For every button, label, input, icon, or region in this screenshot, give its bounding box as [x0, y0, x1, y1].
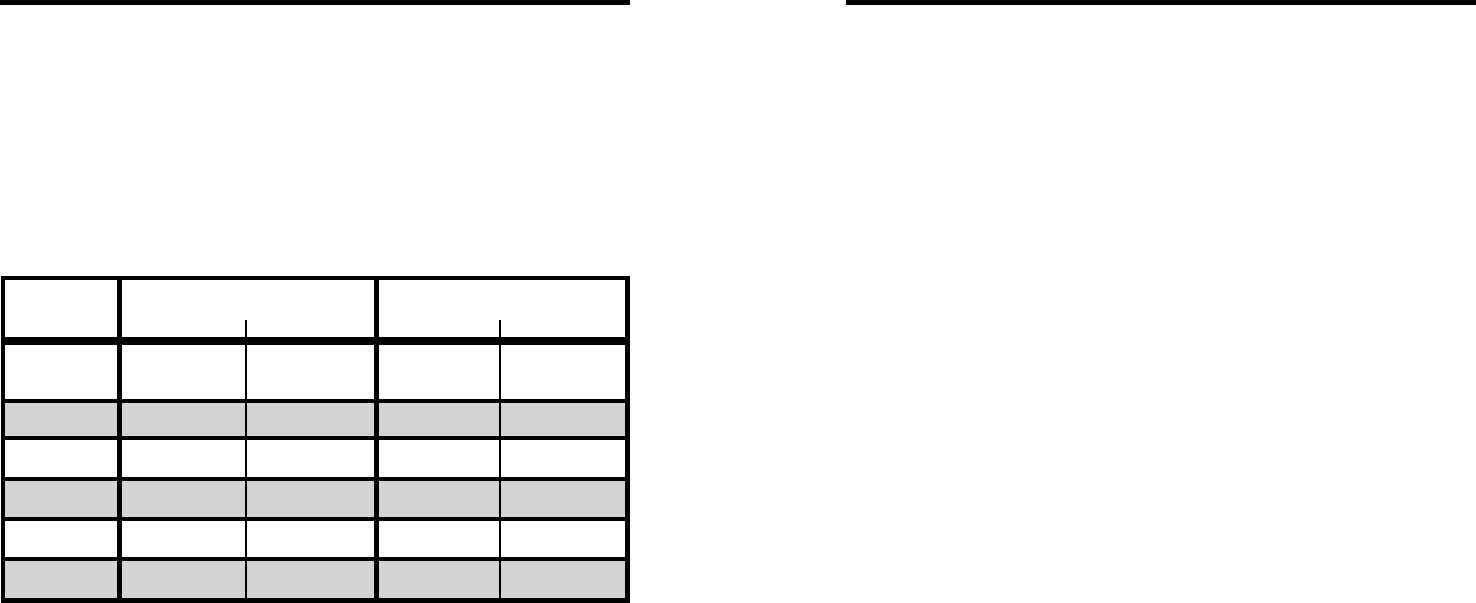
table-cell [122, 345, 247, 399]
table-cell [122, 440, 247, 477]
top-rule-left [0, 0, 630, 5]
table-cell [379, 481, 501, 517]
table-cell [247, 561, 379, 598]
header-cell-col1 [5, 280, 122, 337]
top-rule-right [846, 0, 1476, 5]
table-cell [247, 521, 379, 557]
table-cell [379, 561, 501, 598]
table-cell [379, 403, 501, 436]
header-cell-group3 [379, 280, 625, 337]
column-subdivider-tick [245, 320, 247, 337]
table-cell [247, 345, 379, 399]
table-row [5, 481, 625, 521]
table-cell [379, 440, 501, 477]
table-cell [5, 521, 122, 557]
table-cell [379, 345, 501, 399]
table-cell [501, 440, 625, 477]
data-table [1, 276, 630, 603]
table-cell [5, 345, 122, 399]
header-cell-group2 [122, 280, 379, 337]
table-cell [122, 561, 247, 598]
column-subdivider-tick [499, 320, 501, 337]
table-cell [5, 481, 122, 517]
table-cell [122, 403, 247, 436]
table-cell [379, 521, 501, 557]
table-row [5, 561, 625, 598]
table-header-row [5, 280, 625, 345]
table-cell [5, 440, 122, 477]
table-cell [501, 481, 625, 517]
table-cell [501, 403, 625, 436]
table-cell [247, 403, 379, 436]
table-cell [122, 521, 247, 557]
table-row [5, 440, 625, 481]
table-row [5, 403, 625, 440]
table-cell [501, 561, 625, 598]
table-row [5, 345, 625, 403]
table-cell [501, 345, 625, 399]
table-cell [5, 403, 122, 436]
table-row [5, 521, 625, 561]
table-cell [247, 440, 379, 477]
table-cell [501, 521, 625, 557]
table-cell [247, 481, 379, 517]
table-cell [122, 481, 247, 517]
table-cell [5, 561, 122, 598]
table-body [5, 345, 625, 598]
